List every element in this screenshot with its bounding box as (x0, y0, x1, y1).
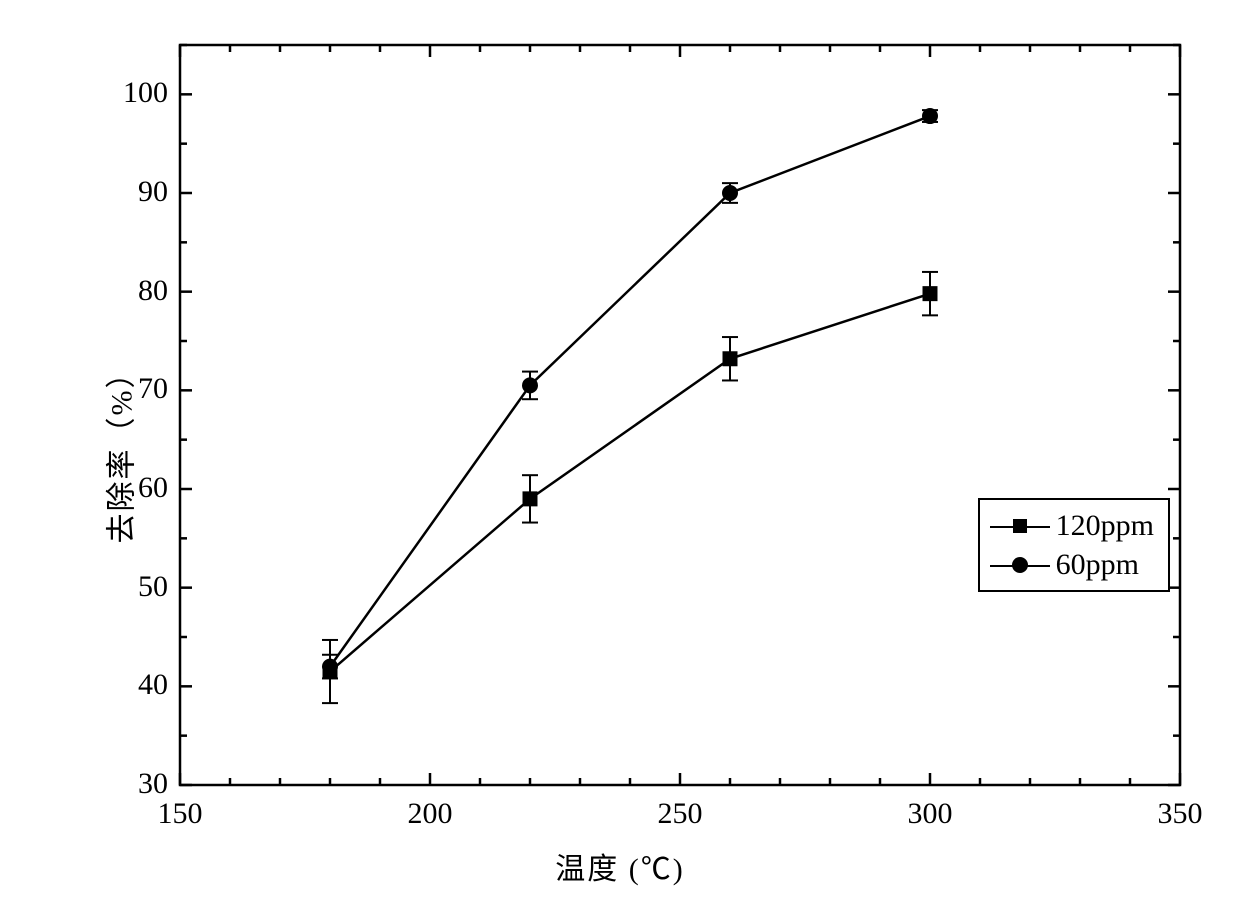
y-tick-label: 90 (138, 175, 168, 209)
legend-line-circle (990, 554, 1050, 576)
square-marker-icon (1013, 519, 1027, 533)
y-tick-label: 40 (138, 668, 168, 702)
y-tick-label: 30 (138, 767, 168, 801)
x-tick-label: 300 (902, 797, 958, 831)
legend-item-60ppm: 60ppm (990, 545, 1154, 584)
y-tick-label: 60 (138, 471, 168, 505)
x-tick-label: 250 (652, 797, 708, 831)
circle-marker-icon (1012, 557, 1028, 573)
x-tick-label: 350 (1152, 797, 1208, 831)
y-tick-label: 50 (138, 570, 168, 604)
y-tick-label: 70 (138, 372, 168, 406)
x-tick-label: 150 (152, 797, 208, 831)
legend: 120ppm 60ppm (978, 498, 1170, 592)
y-tick-label: 80 (138, 274, 168, 308)
chart-svg (0, 0, 1240, 900)
y-tick-label: 100 (123, 76, 168, 110)
legend-line-square (990, 515, 1050, 537)
legend-label: 120ppm (1056, 506, 1154, 545)
y-axis-label: 去除率（%） (97, 357, 141, 544)
legend-item-120ppm: 120ppm (990, 506, 1154, 545)
legend-label: 60ppm (1056, 545, 1139, 584)
x-tick-label: 200 (402, 797, 458, 831)
x-axis-label: 温度 (℃) (555, 844, 684, 888)
chart-container: 去除率（%） 温度 (℃) 150 200 250 300 350 30 40 50 60 70 8… (0, 0, 1240, 900)
